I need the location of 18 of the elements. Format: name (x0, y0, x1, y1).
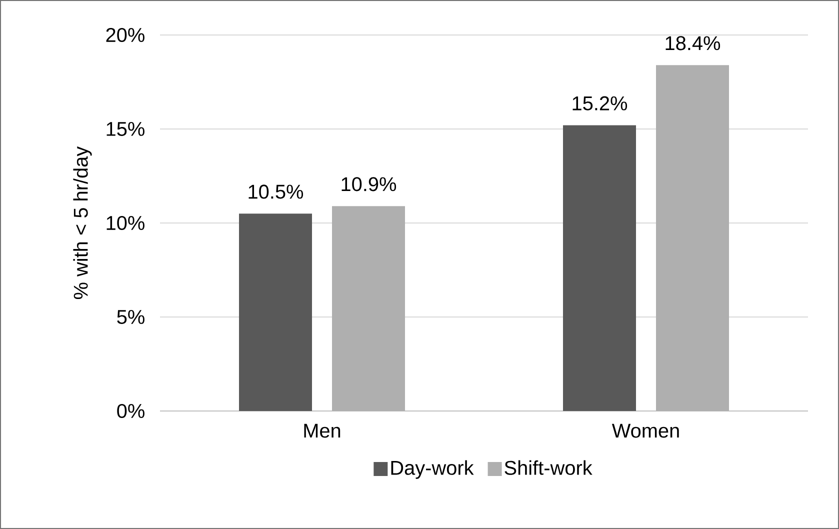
y-tick-label: 0% (117, 404, 144, 418)
data-label: 10.9% (342, 177, 396, 192)
legend-label: Day-work (391, 460, 474, 479)
y-tick-label: 15% (106, 122, 144, 136)
x-tick-label: Men (304, 424, 340, 438)
y-tick-label: 20% (106, 28, 144, 42)
data-label: 18.4% (666, 36, 720, 50)
data-label: 10.5% (248, 184, 304, 199)
y-tick-label: 5% (117, 310, 144, 324)
legend-label: Shift-work (504, 460, 592, 475)
y-tick-label: 10% (106, 216, 144, 230)
y-axis-title: % with < 5 hr/day (73, 146, 92, 299)
bar (563, 125, 636, 411)
bar (656, 65, 730, 411)
data-label: 15.2% (572, 96, 628, 110)
bar (332, 206, 406, 411)
bar (239, 214, 312, 411)
x-tick-label: Women (612, 424, 679, 438)
